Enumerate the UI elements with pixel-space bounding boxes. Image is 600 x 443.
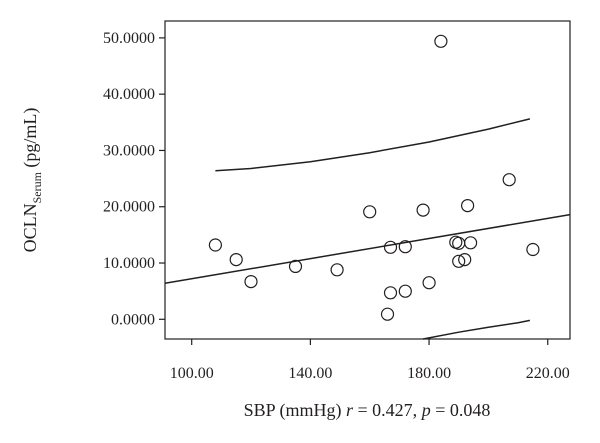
data-point (330, 263, 344, 277)
data-point (398, 240, 412, 254)
data-point (452, 254, 466, 268)
data-points (208, 34, 540, 321)
x-axis-label: SBP (mmHg) r = 0.427, p = 0.048 (244, 400, 491, 421)
data-point (422, 276, 436, 290)
y-tick-label: 50.0000 (103, 30, 155, 47)
fit-lines (164, 118, 571, 340)
data-point (363, 205, 377, 219)
upper-prediction-band (215, 118, 531, 172)
y-tick-label: 30.0000 (103, 142, 155, 159)
data-point (244, 275, 258, 289)
data-point (461, 199, 475, 213)
data-point (288, 259, 303, 273)
y-axis: 0.0000 10.0000 20.0000 30.0000 40.0000 50.000… (103, 30, 165, 328)
data-point (229, 253, 243, 267)
x-tick-label: 140.00 (288, 365, 332, 382)
y-tick-label: 0.0000 (111, 311, 155, 328)
y-tick-label: 20.0000 (103, 199, 155, 216)
data-point (383, 286, 398, 300)
data-point (458, 253, 472, 267)
y-tick-label: 40.0000 (103, 86, 155, 103)
y-axis-label: OCLNSerum (pg/mL) (20, 108, 44, 253)
data-point (464, 236, 478, 250)
x-tick-label: 180.00 (407, 365, 451, 382)
data-point (434, 34, 448, 48)
regression-line (164, 213, 571, 285)
x-tick-label: 220.00 (526, 365, 570, 382)
y-tick-label: 10.0000 (103, 255, 155, 272)
data-point (526, 242, 540, 257)
data-point (383, 240, 398, 254)
lower-prediction-band (422, 319, 531, 340)
x-axis: 100.00 140.00 180.00 220.00 (170, 339, 570, 382)
plot-frame (164, 20, 571, 340)
data-point (398, 284, 412, 298)
data-point (380, 307, 395, 321)
data-point (208, 238, 222, 252)
x-tick-label: 100.00 (170, 365, 214, 382)
data-point (502, 173, 516, 187)
data-point (416, 203, 430, 217)
